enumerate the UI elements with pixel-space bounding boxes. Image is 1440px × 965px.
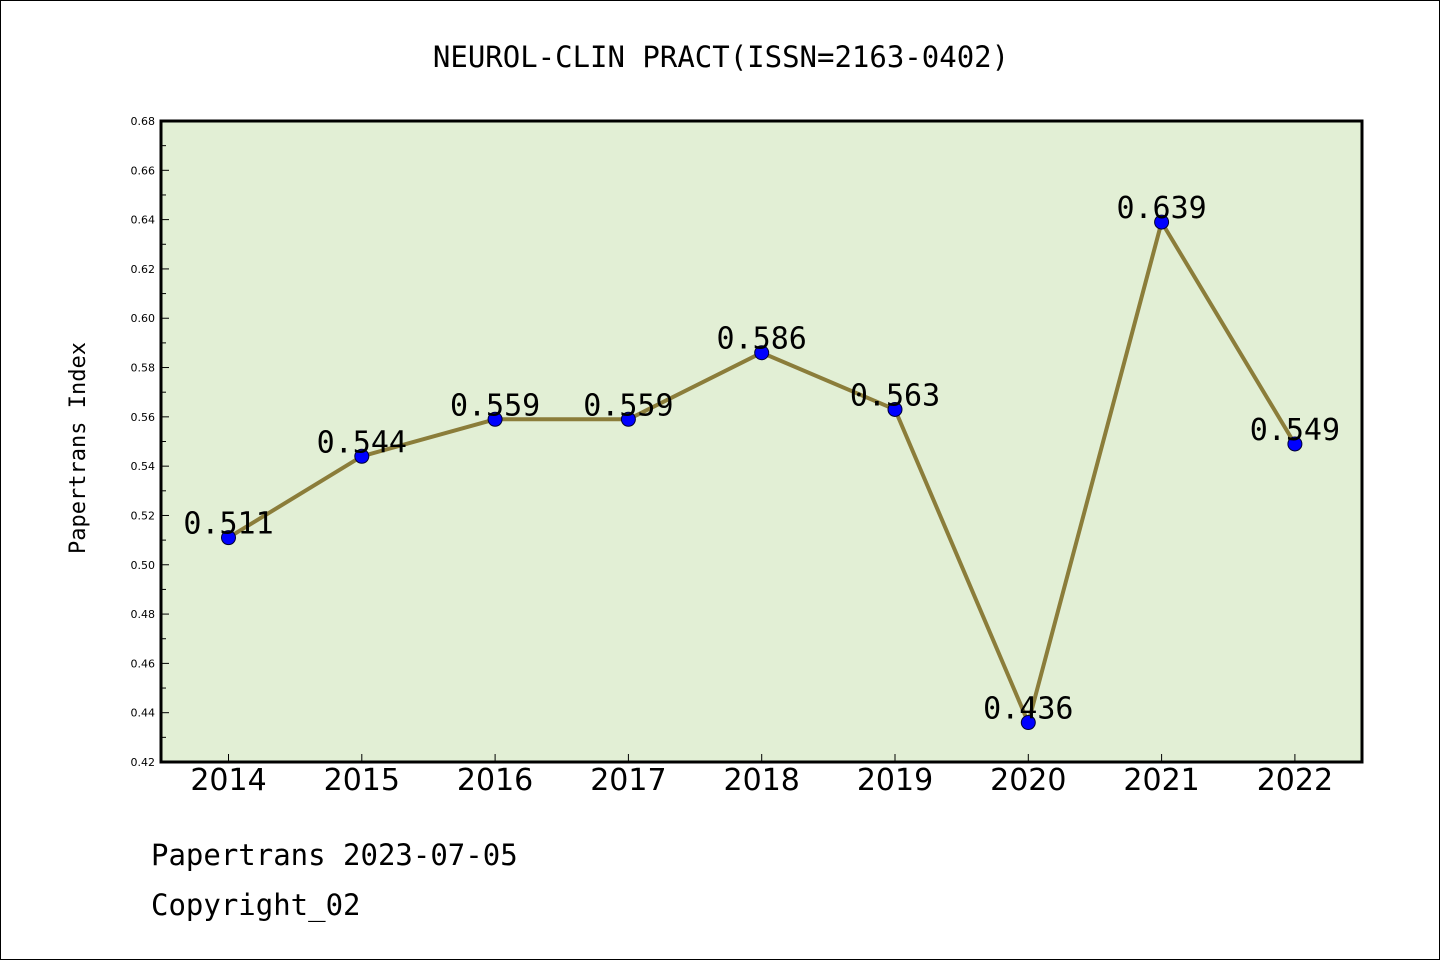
y-tick-label: 0.52: [131, 509, 156, 522]
data-label: 0.544: [317, 425, 407, 460]
data-point-marker: [1287, 436, 1303, 452]
data-label: 0.559: [583, 388, 673, 423]
plot-border: [159, 119, 1364, 764]
data-label: 0.436: [983, 692, 1073, 727]
data-point-marker: [887, 401, 903, 417]
data-point-marker: [487, 411, 503, 427]
y-tick-label: 0.60: [131, 312, 156, 325]
y-tick-label: 0.48: [131, 608, 156, 621]
y-tick-label: 0.58: [131, 362, 156, 375]
x-tick-label: 2018: [724, 763, 800, 798]
data-label: 0.549: [1250, 413, 1340, 448]
data-points: [221, 214, 1303, 731]
x-tick-label: 2014: [190, 763, 266, 798]
data-point-marker: [1154, 214, 1170, 230]
data-label: 0.586: [717, 322, 807, 357]
chart-title: NEUROL-CLIN PRACT(ISSN=2163-0402): [433, 40, 1009, 74]
x-tick-label: 2017: [590, 763, 666, 798]
y-axis-label: Papertrans Index: [66, 342, 91, 554]
y-tick-label: 0.66: [131, 164, 156, 177]
x-tick-label: 2016: [457, 763, 533, 798]
y-tick-label: 0.54: [131, 460, 156, 473]
data-point-marker: [620, 411, 636, 427]
data-point-marker: [221, 530, 236, 546]
y-tick-label: 0.62: [131, 263, 156, 276]
footer-copyright: Copyright_02: [151, 888, 361, 923]
y-tick-label: 0.56: [131, 411, 156, 424]
x-tick-label: 2015: [324, 763, 400, 798]
data-point-marker: [754, 345, 770, 361]
x-axis: 2014 2015 2016 2017 2018 2019 2020 2021 2022: [190, 754, 1333, 798]
data-label: 0.511: [183, 507, 273, 542]
y-tick-label: 0.50: [131, 559, 156, 572]
y-tick-label: 0.64: [131, 214, 156, 227]
x-tick-label: 2021: [1123, 763, 1199, 798]
y-tick-label: 0.42: [131, 756, 156, 769]
data-label: 0.639: [1116, 191, 1206, 226]
data-labels: 0.511 0.544 0.559 0.559 0.586 0.563 0.436 0.639…: [183, 191, 1340, 726]
data-label: 0.559: [450, 388, 540, 423]
y-tick-label: 0.44: [131, 707, 156, 720]
x-tick-label: 2020: [990, 763, 1066, 798]
x-tick-label: 2019: [857, 763, 933, 798]
y-tick-label: 0.46: [131, 657, 156, 670]
footer-date: Papertrans 2023-07-05: [151, 838, 518, 872]
y-tick-label: 0.68: [131, 115, 156, 128]
x-tick-label: 2022: [1257, 763, 1333, 798]
data-point-marker: [1020, 715, 1036, 731]
y-axis: 0.42 0.44 0.46 0.48 0.50 0.52 0.54 0.56 0.58 0.60…: [131, 115, 169, 769]
data-point-marker: [354, 448, 370, 464]
data-label: 0.563: [850, 378, 940, 413]
